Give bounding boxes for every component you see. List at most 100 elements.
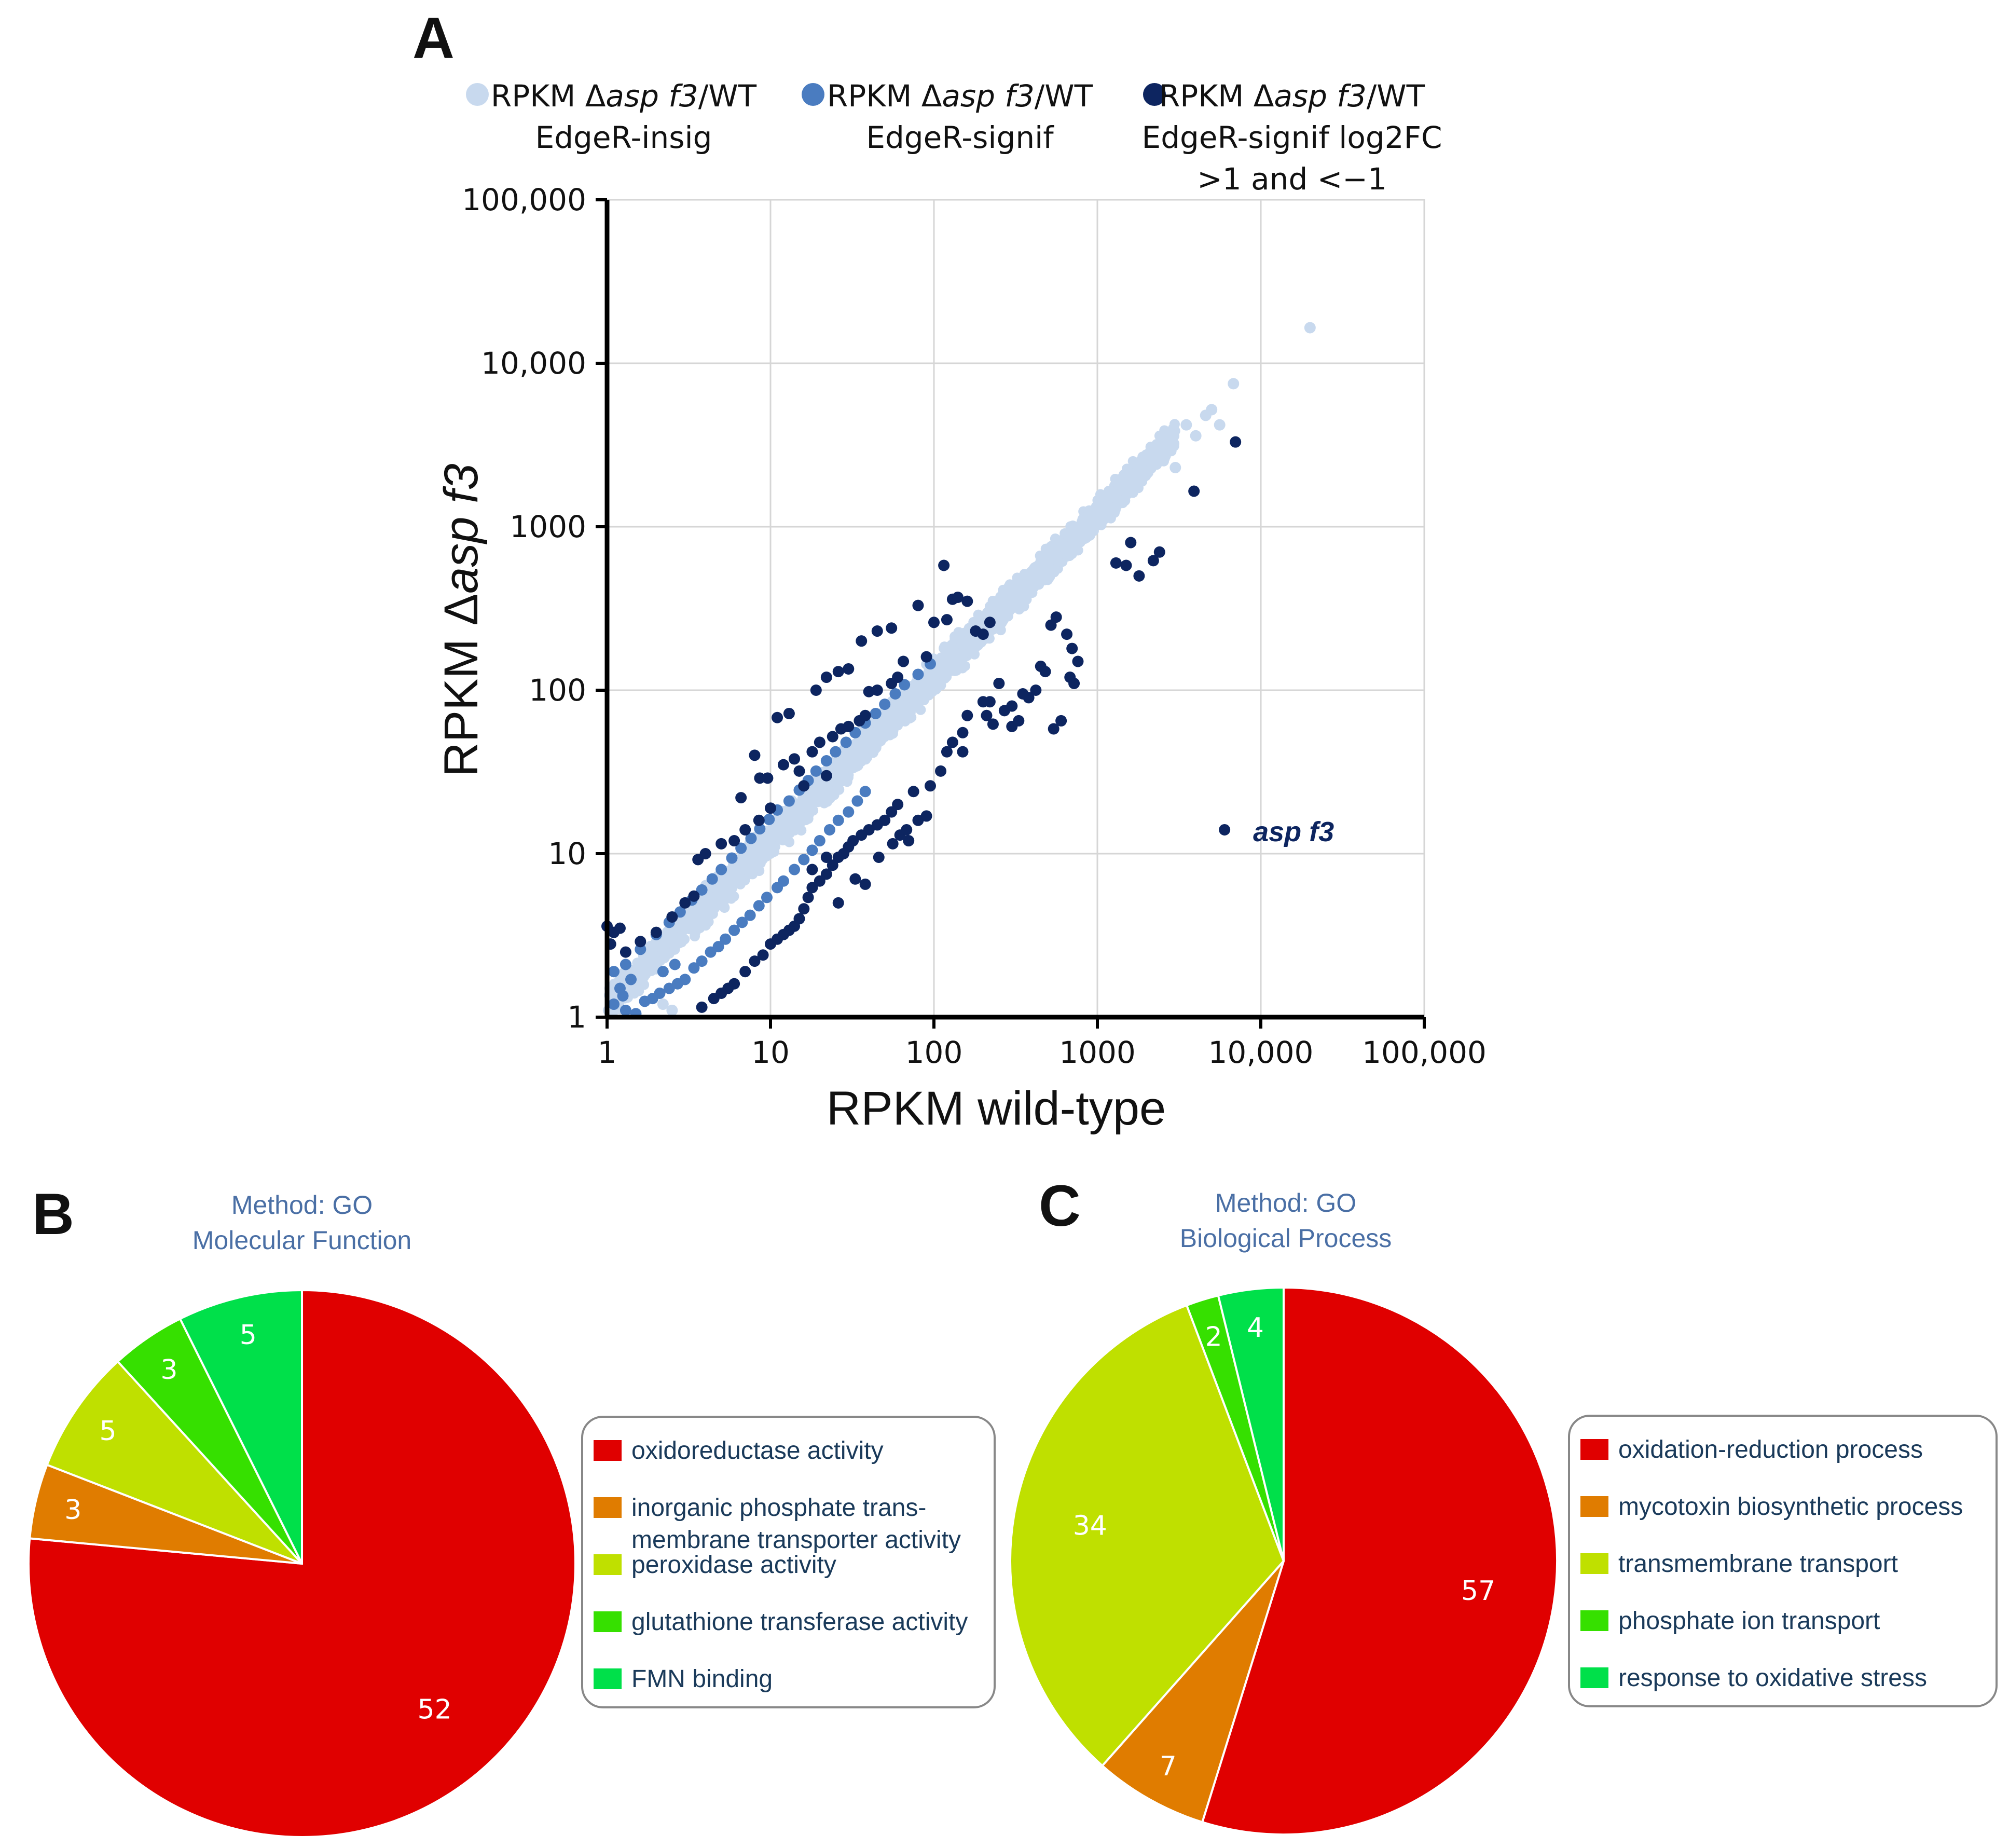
data-point-signif-log2fc: [832, 852, 844, 864]
legend-label: mycotoxin biosynthetic process: [1618, 1493, 1963, 1521]
data-point-signif: [712, 941, 724, 953]
data-point-signif-log2fc: [898, 655, 910, 667]
data-point-signif-log2fc: [1110, 557, 1122, 569]
pie-legend: oxidoreductase activity inorganic phospha…: [581, 1416, 996, 1708]
data-point-signif-log2fc: [820, 770, 832, 782]
data-point-signif-log2fc: [1061, 628, 1073, 640]
data-point-signif-log2fc: [798, 903, 810, 915]
y-tick-label: 100: [529, 673, 586, 708]
data-point-signif: [899, 679, 911, 691]
legend-label: EdgeR-signif log2FC: [1142, 120, 1442, 155]
data-point-insig: [668, 935, 679, 946]
data-point-signif-log2fc: [728, 835, 740, 847]
data-point-insig: [1014, 604, 1025, 614]
data-point-insig: [657, 998, 669, 1010]
pie-chart-molecular-function: Method: GO Molecular Function 52 3 5 3 5 oxidor…: [27, 1190, 996, 1838]
data-point-insig: [816, 794, 827, 805]
data-point-signif: [912, 668, 924, 680]
y-axis-title-prefix: RPKM Δ: [435, 594, 488, 777]
data-point-signif-log2fc: [772, 711, 783, 723]
data-point-insig: [719, 902, 730, 913]
y-tick-label: 1: [567, 1000, 586, 1035]
x-tick-label: 100,000: [1362, 1035, 1487, 1070]
data-point-signif: [720, 933, 732, 945]
data-point-signif: [777, 875, 789, 887]
data-point-signif-log2fc: [798, 780, 810, 792]
data-point-signif: [736, 916, 748, 928]
data-point-insig: [692, 910, 703, 921]
data-point-signif-log2fc: [977, 628, 989, 640]
data-point-signif: [761, 892, 773, 904]
legend-label: membrane transporter activity: [631, 1526, 961, 1554]
data-point-insig: [999, 597, 1010, 608]
data-point-insig: [1140, 454, 1151, 465]
data-point-insig: [1092, 517, 1103, 529]
data-point-signif: [843, 806, 855, 818]
legend-swatch: [594, 1611, 622, 1632]
data-point-insig: [1037, 569, 1048, 580]
data-point-signif-log2fc: [777, 759, 789, 771]
data-point-signif: [696, 884, 708, 896]
data-point-insig: [842, 750, 852, 761]
data-point-signif-log2fc: [998, 705, 1010, 717]
data-point-insig: [746, 857, 756, 868]
data-point-signif-log2fc: [981, 709, 993, 721]
data-point-insig: [780, 826, 791, 837]
data-point-insig: [1110, 504, 1121, 515]
data-point-signif-log2fc: [843, 720, 855, 732]
data-point-insig: [797, 793, 808, 804]
data-point-insig: [850, 761, 861, 772]
pie-legend-box: [1568, 1415, 1998, 1707]
data-point-insig: [666, 1004, 678, 1016]
legend-label-part: RPKM Δ: [491, 78, 606, 114]
data-point-signif-log2fc: [620, 946, 631, 958]
data-point-signif-log2fc: [903, 835, 915, 847]
data-point-insig: [908, 690, 919, 701]
data-point-insig: [965, 640, 976, 651]
pie-method-title: Method: GO: [1215, 1188, 1356, 1217]
data-point-signif: [744, 909, 756, 921]
data-point-signif-log2fc: [1230, 436, 1242, 448]
y-tick-label: 10,000: [481, 346, 586, 381]
data-point-signif-log2fc: [1050, 611, 1062, 623]
data-point-insig: [1125, 477, 1136, 488]
scatter-points: [601, 322, 1316, 1020]
data-point-signif-log2fc: [814, 875, 825, 887]
data-point-signif: [789, 864, 801, 875]
data-point-signif-log2fc: [753, 814, 765, 826]
scatter-axes: [604, 200, 1424, 1020]
data-point-signif: [669, 959, 681, 970]
data-point-signif-log2fc: [1048, 723, 1059, 735]
data-point-signif: [608, 998, 620, 1010]
data-point-insig: [629, 988, 640, 999]
panel-letter-a: A: [412, 6, 455, 71]
legend-label: FMN binding: [631, 1665, 773, 1693]
pie-slice-value-label: 3: [64, 1495, 81, 1526]
legend-label: response to oxidative stress: [1618, 1664, 1927, 1692]
legend-label-part: /WT: [1367, 78, 1425, 114]
legend-swatch: [466, 83, 489, 106]
data-point-insig: [1304, 322, 1316, 334]
data-point-insig: [857, 743, 868, 754]
data-point-signif-log2fc: [635, 936, 646, 948]
data-point-signif-log2fc: [952, 592, 964, 604]
data-point-insig: [789, 804, 800, 815]
data-point-signif-log2fc: [856, 635, 868, 647]
legend-label: RPKM Δasp f3/WT: [1159, 78, 1425, 114]
data-point-signif-log2fc: [901, 824, 913, 836]
data-point-signif: [620, 1004, 631, 1016]
legend-item: RPKM Δasp f3/WT EdgeR-insig: [466, 78, 757, 155]
data-point-insig: [636, 964, 647, 975]
legend-label: inorganic phosphate trans-: [631, 1494, 926, 1522]
data-point-signif: [859, 786, 871, 798]
data-point-signif: [754, 823, 766, 835]
legend-item: RPKM Δasp f3/WT EdgeR-signif log2FC >1 and…: [1142, 78, 1442, 197]
data-point-insig: [1027, 573, 1038, 584]
panel-letter-c: C: [1039, 1173, 1081, 1238]
data-point-signif-log2fc: [1006, 720, 1018, 732]
pie-slice: [178, 1289, 303, 1564]
pie-method-title: Molecular Function: [192, 1226, 411, 1255]
legend-label-part: /WT: [1035, 78, 1093, 114]
legend-label-part: /WT: [698, 78, 757, 114]
